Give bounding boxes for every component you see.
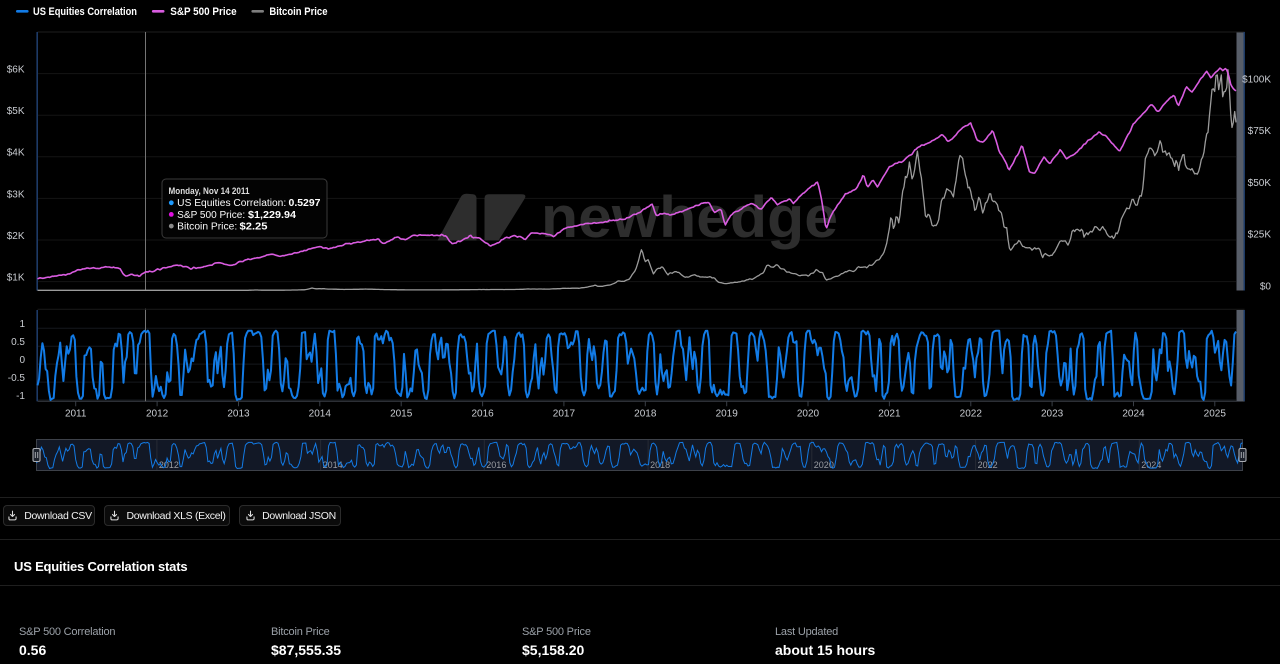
svg-text:S&P 500 Price: S&P 500 Price (170, 6, 236, 18)
svg-text:2013: 2013 (227, 409, 250, 420)
svg-text:2018: 2018 (634, 409, 657, 420)
svg-text:0: 0 (19, 355, 25, 366)
svg-text:2019: 2019 (716, 409, 739, 420)
svg-text:2015: 2015 (390, 409, 413, 420)
svg-text:$2.25: $2.25 (240, 222, 268, 233)
svg-text:$1,229.94: $1,229.94 (248, 210, 296, 221)
svg-text:2016: 2016 (486, 460, 506, 470)
svg-text:2022: 2022 (960, 409, 983, 420)
svg-text:Bitcoin Price:: Bitcoin Price: (177, 222, 237, 233)
svg-text:2024: 2024 (1141, 460, 1161, 470)
svg-text:$5K: $5K (7, 106, 25, 117)
svg-text:US Equities Correlation:: US Equities Correlation: (177, 198, 286, 209)
svg-text:2022: 2022 (978, 460, 998, 470)
svg-text:$1K: $1K (7, 273, 25, 284)
svg-text:$4K: $4K (7, 148, 25, 159)
svg-text:$75K: $75K (1248, 126, 1272, 137)
svg-text:$25K: $25K (1248, 230, 1272, 241)
svg-text:2024: 2024 (1122, 409, 1145, 420)
svg-text:2016: 2016 (471, 409, 494, 420)
svg-text:1: 1 (19, 319, 25, 330)
svg-text:2014: 2014 (309, 409, 332, 420)
svg-text:2020: 2020 (797, 409, 820, 420)
svg-text:$3K: $3K (7, 189, 25, 200)
svg-text:2012: 2012 (146, 409, 169, 420)
svg-text:2025: 2025 (1204, 409, 1227, 420)
svg-text:S&P 500 Price:: S&P 500 Price: (177, 210, 245, 221)
svg-text:Monday, Nov 14 2011: Monday, Nov 14 2011 (169, 186, 250, 196)
svg-text:$2K: $2K (7, 231, 25, 242)
svg-text:2023: 2023 (1041, 409, 1064, 420)
svg-text:$0: $0 (1260, 281, 1272, 292)
svg-text:0.5297: 0.5297 (289, 198, 321, 209)
svg-text:US Equities Correlation: US Equities Correlation (33, 6, 137, 18)
svg-text:newhedge: newhedge (541, 185, 838, 250)
svg-text:Bitcoin Price: Bitcoin Price (269, 6, 327, 18)
svg-text:2021: 2021 (878, 409, 901, 420)
svg-text:2012: 2012 (159, 460, 179, 470)
svg-text:2017: 2017 (553, 409, 576, 420)
svg-text:0.5: 0.5 (11, 337, 25, 348)
svg-text:$6K: $6K (7, 65, 25, 76)
svg-text:2014: 2014 (323, 460, 343, 470)
svg-text:$50K: $50K (1248, 178, 1272, 189)
svg-text:$100K: $100K (1242, 75, 1271, 86)
svg-text:-1: -1 (16, 391, 25, 402)
svg-text:-0.5: -0.5 (8, 373, 26, 384)
svg-text:2020: 2020 (814, 460, 834, 470)
svg-text:2011: 2011 (65, 409, 87, 420)
